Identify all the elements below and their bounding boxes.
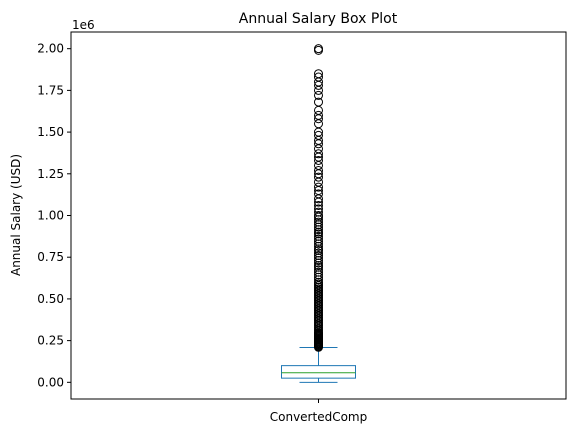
outlier-point — [314, 267, 323, 277]
y-tick-label: 0.50 — [37, 292, 64, 306]
y-axis-label: Annual Salary (USD) — [9, 154, 23, 276]
outlier-point — [314, 172, 323, 182]
y-tick-label: 1.00 — [37, 209, 64, 223]
outlier-point — [314, 182, 323, 192]
y-tick-label: 1.25 — [37, 167, 64, 181]
outlier-point — [314, 200, 323, 210]
outlier-point — [314, 155, 323, 165]
outlier-point — [314, 234, 323, 244]
outlier-point — [314, 69, 323, 79]
plot-frame — [70, 31, 567, 400]
outlier-point — [314, 189, 323, 199]
chart-title: Annual Salary Box Plot — [239, 11, 398, 27]
outlier-point — [314, 211, 323, 220]
outlier-point — [314, 265, 323, 275]
outlier-point — [314, 72, 323, 82]
outlier-point — [314, 207, 323, 217]
outlier-point — [314, 90, 323, 100]
outlier-point — [314, 97, 323, 107]
outlier-point — [314, 217, 323, 227]
y-tick-label: 0.00 — [37, 375, 64, 389]
y-tick-label: 0.25 — [37, 334, 64, 348]
outlier-point — [314, 149, 323, 159]
iqr-box — [281, 365, 356, 379]
y-tick-label: 1.50 — [37, 125, 64, 139]
x-tick-label: ConvertedComp — [270, 410, 367, 424]
y-tick-label: 0.75 — [37, 250, 64, 264]
outlier-point — [314, 231, 323, 241]
plot-area: 0.00 0.25 0.50 0.75 1.00 1.25 1.50 1.75 2.00 Conv… — [37, 42, 367, 424]
y-offset-label: 1e6 — [72, 18, 95, 32]
outlier-point — [314, 251, 323, 261]
outlier-point — [314, 248, 323, 258]
outlier-point — [314, 110, 323, 120]
outlier-point — [314, 130, 323, 140]
outlier-point — [314, 44, 323, 54]
outlier-point — [314, 165, 323, 175]
y-tick-label: 1.75 — [37, 83, 64, 97]
y-tick-label: 2.00 — [37, 42, 64, 56]
outlier-point — [314, 204, 323, 214]
